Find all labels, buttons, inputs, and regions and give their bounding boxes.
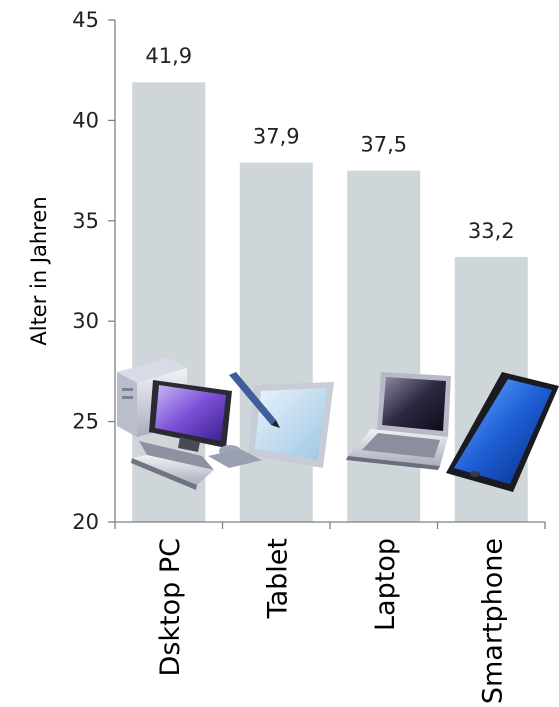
y-tick-label-5: 45 xyxy=(72,8,99,32)
y-axis-title: Alter in Jahren xyxy=(27,196,51,345)
data-label-3: 33,2 xyxy=(468,219,515,243)
category-label-0: Dsktop PC xyxy=(155,538,186,676)
category-label-2: Laptop xyxy=(370,538,401,631)
bar-2 xyxy=(347,170,421,522)
desktop-pc-icon xyxy=(117,358,241,490)
y-tick-label-1: 25 xyxy=(72,410,99,434)
axes-group: 20 25 30 35 40 45 xyxy=(72,8,546,534)
y-tick-label-4: 40 xyxy=(72,108,99,132)
bar-1 xyxy=(239,162,313,522)
tablet-icon xyxy=(208,372,334,468)
y-tick-label-0: 20 xyxy=(72,510,99,534)
y-tick-label-3: 35 xyxy=(72,209,99,233)
data-label-1: 37,9 xyxy=(253,125,300,149)
laptop-icon xyxy=(346,372,451,470)
data-label-2: 37,5 xyxy=(360,133,407,157)
smartphone-icon xyxy=(446,372,559,492)
data-label-0: 41,9 xyxy=(145,44,192,68)
y-tick-label-2: 30 xyxy=(72,309,99,333)
labels-group: 41,9 Dsktop PC 37,9 Tablet 37,5 Laptop 33,2 Sma… xyxy=(145,44,514,704)
category-label-3: Smartphone xyxy=(477,538,508,704)
category-label-1: Tablet xyxy=(262,538,293,619)
